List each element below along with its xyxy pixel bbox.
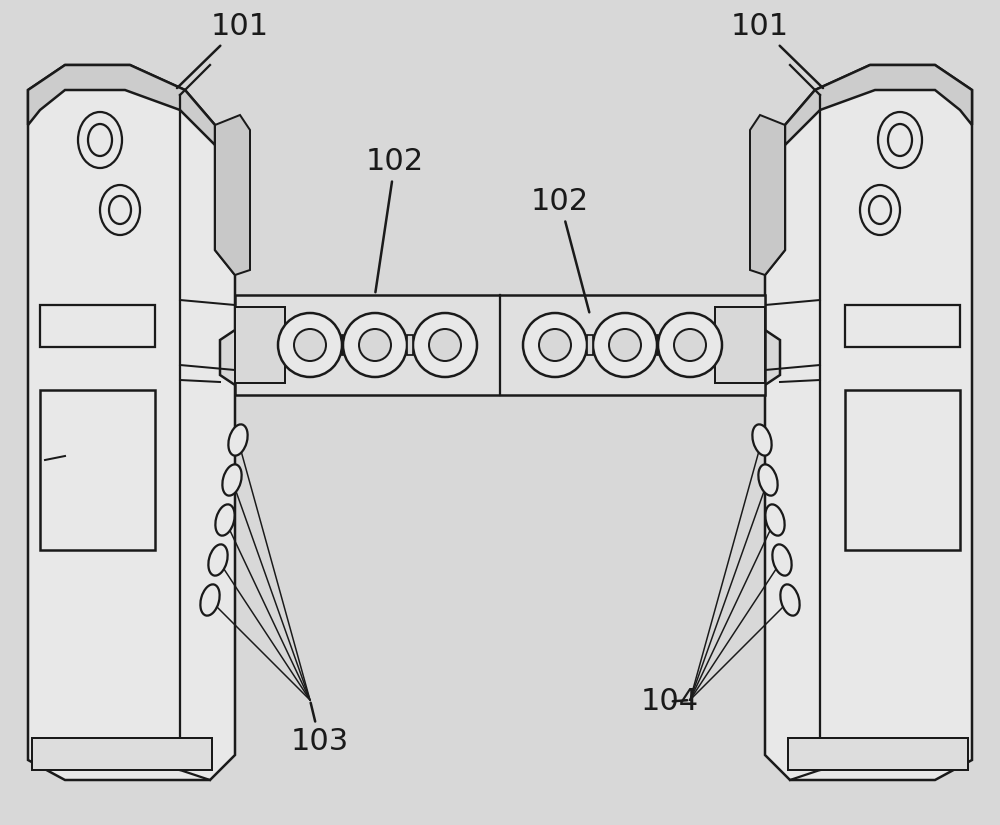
Ellipse shape	[752, 424, 772, 455]
Bar	[32, 738, 212, 770]
Bar	[657, 335, 658, 355]
Ellipse shape	[200, 584, 220, 615]
Bar	[407, 335, 413, 355]
Ellipse shape	[860, 185, 900, 235]
Ellipse shape	[674, 329, 706, 361]
Ellipse shape	[658, 313, 722, 377]
Bar	[235, 307, 285, 383]
Ellipse shape	[215, 504, 235, 535]
Ellipse shape	[429, 329, 461, 361]
Ellipse shape	[523, 313, 587, 377]
Bar	[235, 295, 765, 395]
Ellipse shape	[109, 196, 131, 224]
Text: 102: 102	[366, 147, 424, 292]
Text: 101: 101	[731, 12, 823, 88]
Bar	[587, 335, 593, 355]
Bar	[788, 738, 968, 770]
Ellipse shape	[772, 544, 792, 576]
Ellipse shape	[294, 329, 326, 361]
Ellipse shape	[765, 504, 785, 535]
Polygon shape	[28, 65, 215, 145]
Polygon shape	[215, 115, 250, 275]
Ellipse shape	[343, 313, 407, 377]
Ellipse shape	[88, 124, 112, 156]
Ellipse shape	[780, 584, 800, 615]
Ellipse shape	[609, 329, 641, 361]
Polygon shape	[765, 65, 972, 780]
Text: 102: 102	[531, 187, 589, 313]
Text: 103: 103	[291, 703, 349, 756]
Ellipse shape	[413, 313, 477, 377]
Ellipse shape	[222, 464, 242, 496]
Bar	[845, 305, 960, 347]
Ellipse shape	[78, 112, 122, 168]
Ellipse shape	[100, 185, 140, 235]
Bar	[845, 390, 960, 550]
Ellipse shape	[278, 313, 342, 377]
Ellipse shape	[888, 124, 912, 156]
Ellipse shape	[593, 313, 657, 377]
Bar	[40, 305, 155, 347]
Polygon shape	[750, 115, 785, 275]
Bar	[40, 390, 155, 550]
Ellipse shape	[228, 424, 248, 455]
Ellipse shape	[758, 464, 778, 496]
Polygon shape	[785, 65, 972, 145]
Bar	[342, 335, 343, 355]
Bar	[715, 307, 765, 383]
Text: 101: 101	[177, 12, 269, 88]
Ellipse shape	[869, 196, 891, 224]
Ellipse shape	[208, 544, 228, 576]
Ellipse shape	[878, 112, 922, 168]
Polygon shape	[28, 65, 235, 780]
Ellipse shape	[359, 329, 391, 361]
Text: 104: 104	[641, 687, 699, 716]
Ellipse shape	[539, 329, 571, 361]
